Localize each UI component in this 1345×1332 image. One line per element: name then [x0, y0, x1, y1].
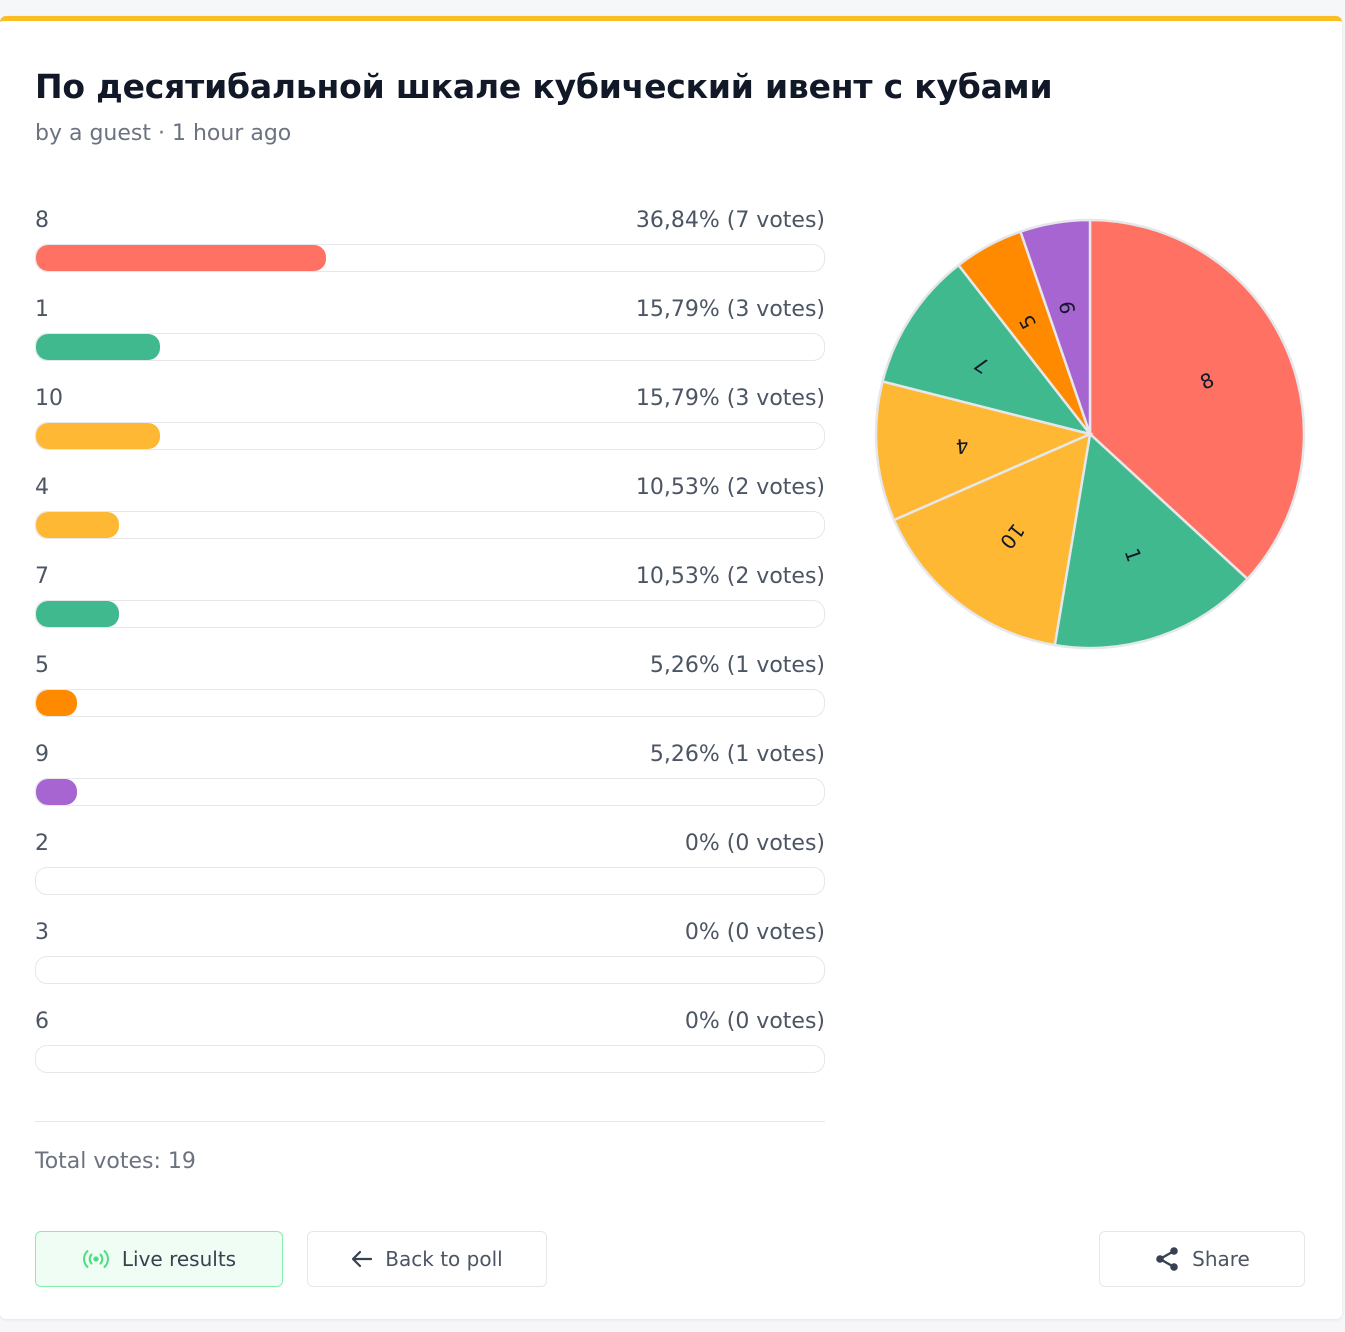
- option-label: 9: [35, 742, 49, 767]
- result-row: 1 15,79% (3 votes): [35, 290, 825, 379]
- option-stat: 10,53% (2 votes): [635, 564, 825, 589]
- progress-fill: [36, 690, 78, 716]
- progress-track: [35, 689, 825, 717]
- live-results-button[interactable]: Live results: [35, 1231, 283, 1287]
- option-label: 1: [35, 297, 49, 322]
- pie-slice-label: 9: [1055, 299, 1081, 316]
- option-stat: 15,79% (3 votes): [635, 297, 825, 322]
- option-label: 6: [35, 1009, 49, 1034]
- back-to-poll-button[interactable]: Back to poll: [307, 1231, 547, 1287]
- progress-fill: [36, 601, 119, 627]
- progress-fill: [36, 423, 161, 449]
- option-label: 4: [35, 475, 49, 500]
- result-row: 3 0% (0 votes): [35, 913, 825, 1002]
- option-label: 10: [35, 386, 63, 411]
- progress-track: [35, 422, 825, 450]
- option-stat: 5,26% (1 votes): [649, 653, 825, 678]
- option-stat: 10,53% (2 votes): [635, 475, 825, 500]
- result-row: 8 36,84% (7 votes): [35, 201, 825, 290]
- option-stat: 36,84% (7 votes): [635, 208, 825, 233]
- option-label: 3: [35, 920, 49, 945]
- progress-track: [35, 511, 825, 539]
- option-stat: 0% (0 votes): [684, 831, 825, 856]
- progress-track: [35, 1045, 825, 1073]
- poll-meta: by a guest · 1 hour ago: [35, 121, 292, 146]
- arrow-left-icon: [351, 1250, 373, 1268]
- progress-fill: [36, 779, 78, 805]
- back-to-poll-label: Back to poll: [385, 1247, 503, 1271]
- progress-track: [35, 867, 825, 895]
- share-icon: [1154, 1246, 1180, 1272]
- divider: [35, 1121, 825, 1122]
- poll-title: По десятибальной шкале кубический ивент …: [35, 67, 1053, 106]
- pie-slice[interactable]: [874, 379, 1094, 522]
- pie-slice[interactable]: [881, 263, 1094, 437]
- result-row: 6 0% (0 votes): [35, 1002, 825, 1091]
- progress-fill: [36, 512, 119, 538]
- option-label: 5: [35, 653, 49, 678]
- result-row: 10 15,79% (3 votes): [35, 379, 825, 468]
- result-row: 9 5,26% (1 votes): [35, 735, 825, 824]
- live-results-label: Live results: [121, 1247, 237, 1271]
- option-label: 8: [35, 208, 49, 233]
- progress-track: [35, 600, 825, 628]
- option-label: 7: [35, 564, 49, 589]
- result-row: 2 0% (0 votes): [35, 824, 825, 913]
- share-label: Share: [1192, 1247, 1250, 1271]
- option-stat: 0% (0 votes): [684, 920, 825, 945]
- pie-slice[interactable]: [1088, 218, 1306, 581]
- option-stat: 5,26% (1 votes): [649, 742, 825, 767]
- option-stat: 15,79% (3 votes): [635, 386, 825, 411]
- result-row: 7 10,53% (2 votes): [35, 557, 825, 646]
- option-label: 2: [35, 831, 49, 856]
- progress-fill: [36, 334, 161, 360]
- progress-track: [35, 244, 825, 272]
- broadcast-icon: [82, 1249, 110, 1269]
- total-votes: Total votes: 19: [35, 1149, 196, 1174]
- progress-fill: [36, 245, 327, 271]
- pie-slice-label: 4: [955, 434, 970, 459]
- progress-track: [35, 333, 825, 361]
- progress-track: [35, 778, 825, 806]
- pie-slice[interactable]: [1018, 218, 1092, 435]
- results-list: 8 36,84% (7 votes) 1 15,79% (3 votes) 10 15,7…: [35, 201, 825, 1091]
- pie-slice[interactable]: [1053, 431, 1250, 650]
- share-button[interactable]: Share: [1099, 1231, 1305, 1287]
- result-row: 4 10,53% (2 votes): [35, 468, 825, 557]
- poll-results-card: По десятибальной шкале кубический ивент …: [0, 16, 1342, 1319]
- option-stat: 0% (0 votes): [684, 1009, 825, 1034]
- pie-slice[interactable]: [892, 431, 1092, 647]
- progress-track: [35, 956, 825, 984]
- result-row: 5 5,26% (1 votes): [35, 646, 825, 735]
